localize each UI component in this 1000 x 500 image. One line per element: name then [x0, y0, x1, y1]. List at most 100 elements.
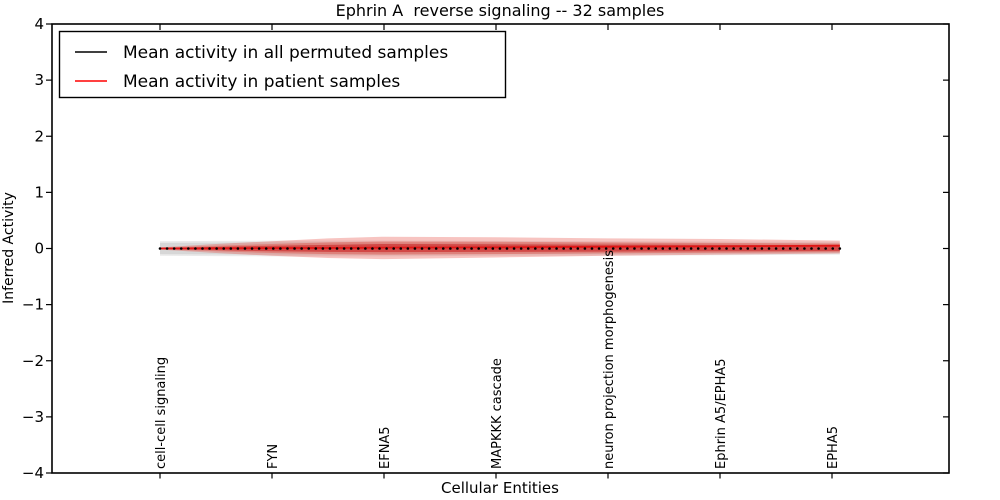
x-tick-label-7: EPHA5: [826, 426, 841, 469]
permuted-mean-dot: [463, 247, 466, 250]
permuted-mean-dot: [194, 247, 197, 250]
permuted-mean-dot: [817, 247, 820, 250]
permuted-mean-dot: [420, 247, 424, 250]
permuted-mean-dot: [257, 247, 261, 250]
permuted-mean-dot: [555, 247, 558, 250]
permuted-mean-dot: [314, 247, 318, 250]
permuted-mean-dot: [739, 247, 742, 250]
permuted-mean-markers: [158, 247, 842, 250]
permuted-mean-dot: [711, 247, 714, 250]
x-axis-label: Cellular Entities: [441, 479, 559, 497]
permuted-mean-dot: [356, 247, 360, 250]
permuted-mean-dot: [810, 247, 813, 250]
permuted-mean-dot: [675, 247, 679, 250]
permuted-mean-dot: [201, 247, 204, 250]
legend-label-permuted: Mean activity in all permuted samples: [123, 43, 448, 63]
permuted-mean-dot: [597, 247, 601, 250]
permuted-mean-dot: [732, 247, 735, 250]
permuted-mean-dot: [831, 247, 835, 250]
permuted-mean-dot: [321, 247, 325, 250]
permuted-mean-dot: [229, 247, 233, 250]
permuted-mean-dot: [371, 247, 374, 250]
permuted-mean-dot: [456, 247, 459, 250]
permuted-mean-dot: [505, 247, 509, 250]
permuted-mean-dot: [307, 247, 311, 250]
permuted-mean-dot: [434, 247, 438, 250]
permuted-mean-dot: [746, 247, 750, 250]
y-tick-label: −2: [22, 352, 44, 370]
permuted-mean-dot: [682, 247, 686, 250]
y-axis-label: Inferred Activity: [1, 192, 17, 304]
permuted-mean-dot: [449, 247, 452, 250]
permuted-mean-dot: [243, 247, 247, 250]
permuted-mean-dot: [824, 247, 827, 250]
permuted-mean-dot: [626, 247, 629, 250]
permuted-mean-dot: [668, 247, 672, 250]
chart-title: Ephrin A reverse signaling -- 32 samples: [336, 1, 665, 20]
patient-mean-line: [159, 244, 840, 250]
permuted-mean-dot: [661, 247, 665, 250]
permuted-mean-dot: [803, 247, 806, 250]
permuted-mean-dot: [406, 247, 410, 250]
permuted-mean-dot: [718, 247, 721, 250]
permuted-mean-dot: [264, 247, 268, 250]
permuted-mean-dot: [491, 247, 495, 250]
permuted-mean-dot: [498, 247, 502, 250]
x-tick-label-1: cell-cell signaling: [154, 357, 169, 469]
permuted-mean-dot: [427, 247, 431, 250]
permuted-mean-dot: [796, 247, 799, 250]
y-tick-label: −1: [22, 296, 44, 314]
x-tick-label-4: MAPKKK cascade: [490, 358, 505, 469]
permuted-mean-dot: [179, 247, 183, 250]
permuted-mean-dot: [215, 247, 218, 250]
permuted-mean-dot: [349, 247, 353, 250]
permuted-mean-dot: [158, 247, 162, 250]
permuted-mean-dot: [654, 247, 658, 250]
y-tick-label: 3: [34, 71, 44, 89]
permuted-mean-dot: [640, 247, 643, 250]
permuted-mean-dot: [838, 247, 842, 250]
permuted-mean-dot: [548, 247, 551, 250]
legend: Mean activity in all permuted samples Me…: [58, 30, 507, 99]
permuted-mean-dot: [342, 247, 346, 250]
y-tick-label: 0: [34, 240, 44, 258]
x-tick-label-3: EFNA5: [378, 426, 393, 469]
permuted-mean-dot: [604, 247, 608, 250]
series-lines: [159, 244, 840, 250]
permuted-mean-dot: [364, 247, 367, 250]
permuted-mean-dot: [583, 247, 587, 250]
x-tick-label-2: FYN: [266, 444, 281, 469]
permuted-mean-dot: [250, 247, 254, 250]
permuted-mean-dot: [647, 247, 650, 250]
permuted-mean-dot: [172, 247, 176, 250]
permuted-mean-dot: [165, 247, 169, 250]
permuted-mean-dot: [760, 247, 764, 250]
permuted-mean-dot: [519, 247, 523, 250]
permuted-mean-dot: [413, 247, 417, 250]
permuted-mean-dot: [272, 247, 275, 250]
permuted-mean-dot: [611, 247, 615, 250]
permuted-mean-dot: [788, 247, 792, 250]
permuted-mean-dot: [725, 247, 728, 250]
permuted-mean-dot: [696, 247, 700, 250]
y-tick-label: 1: [34, 183, 44, 201]
permuted-mean-dot: [208, 247, 211, 250]
permuted-mean-dot: [526, 247, 530, 250]
y-tick-label: 2: [34, 127, 44, 145]
permuted-mean-dot: [576, 247, 580, 250]
permuted-mean-dot: [378, 247, 381, 250]
permuted-mean-dot: [689, 247, 693, 250]
permuted-mean-dot: [541, 247, 544, 250]
permuted-mean-dot: [279, 247, 282, 250]
permuted-mean-dot: [328, 247, 332, 250]
permuted-mean-dot: [293, 247, 296, 250]
permuted-mean-dot: [753, 247, 757, 250]
permuted-mean-dot: [633, 247, 636, 250]
permuted-mean-dot: [534, 247, 537, 250]
permuted-mean-dot: [222, 247, 226, 250]
permuted-mean-dot: [477, 247, 480, 250]
y-tick-labels: 4 3 2 1 0 −1 −2 −3 −4: [22, 15, 44, 482]
permuted-mean-dot: [385, 247, 388, 250]
permuted-mean-dot: [781, 247, 785, 250]
